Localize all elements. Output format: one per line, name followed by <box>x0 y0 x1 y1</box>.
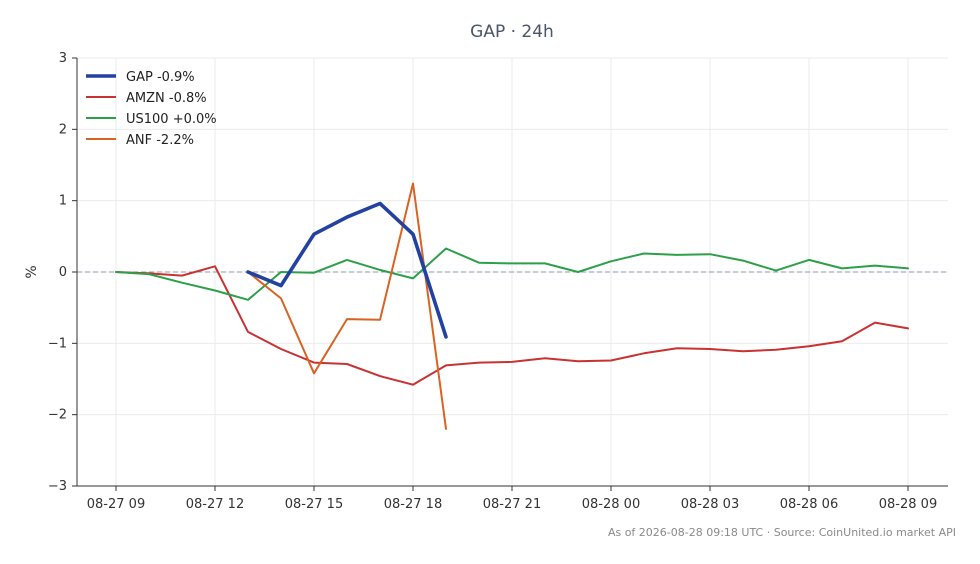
series-line-amzn <box>115 265 909 386</box>
x-tick-label: 08-27 18 <box>384 497 442 512</box>
legend-label-us100: US100 +0.0% <box>126 112 217 127</box>
y-tick-label: 0 <box>59 265 67 280</box>
x-tick-label: 08-27 21 <box>483 497 541 512</box>
x-tick-label: 08-28 03 <box>681 497 739 512</box>
chart-title: GAP · 24h <box>470 22 554 42</box>
y-tick-label: 1 <box>59 194 67 209</box>
y-tick-label: −3 <box>48 479 67 494</box>
y-axis-label: % <box>24 265 40 278</box>
series-line-us100 <box>115 247 909 301</box>
y-tick-label: 2 <box>59 122 67 137</box>
y-tick-label: −2 <box>48 408 67 423</box>
y-tick-label: 3 <box>59 51 67 66</box>
grid <box>77 57 948 487</box>
series-line-gap <box>246 201 448 339</box>
series <box>115 182 909 430</box>
legend-label-anf: ANF -2.2% <box>126 133 194 148</box>
x-tick-label: 08-27 09 <box>87 497 145 512</box>
axes: −3 −2 −1 0 1 2 3 08-27 09 08-27 12 08-27 15 08-27 … <box>48 51 948 512</box>
legend-label-amzn: AMZN -0.8% <box>126 91 207 106</box>
x-tick-label: 08-27 12 <box>186 497 244 512</box>
footer-source: As of 2026-08-28 09:18 UTC · Source: Coi… <box>607 526 956 539</box>
x-tick-label: 08-28 09 <box>879 497 937 512</box>
legend-label-gap: GAP -0.9% <box>126 70 195 85</box>
y-tick-label: −1 <box>48 336 67 351</box>
x-tick-label: 08-28 06 <box>780 497 838 512</box>
x-tick-label: 08-28 00 <box>582 497 640 512</box>
legend: GAP -0.9% AMZN -0.8% US100 +0.0% ANF -2.2% <box>86 70 217 148</box>
x-tick-label: 08-27 15 <box>285 497 343 512</box>
series-line-anf <box>247 182 447 430</box>
